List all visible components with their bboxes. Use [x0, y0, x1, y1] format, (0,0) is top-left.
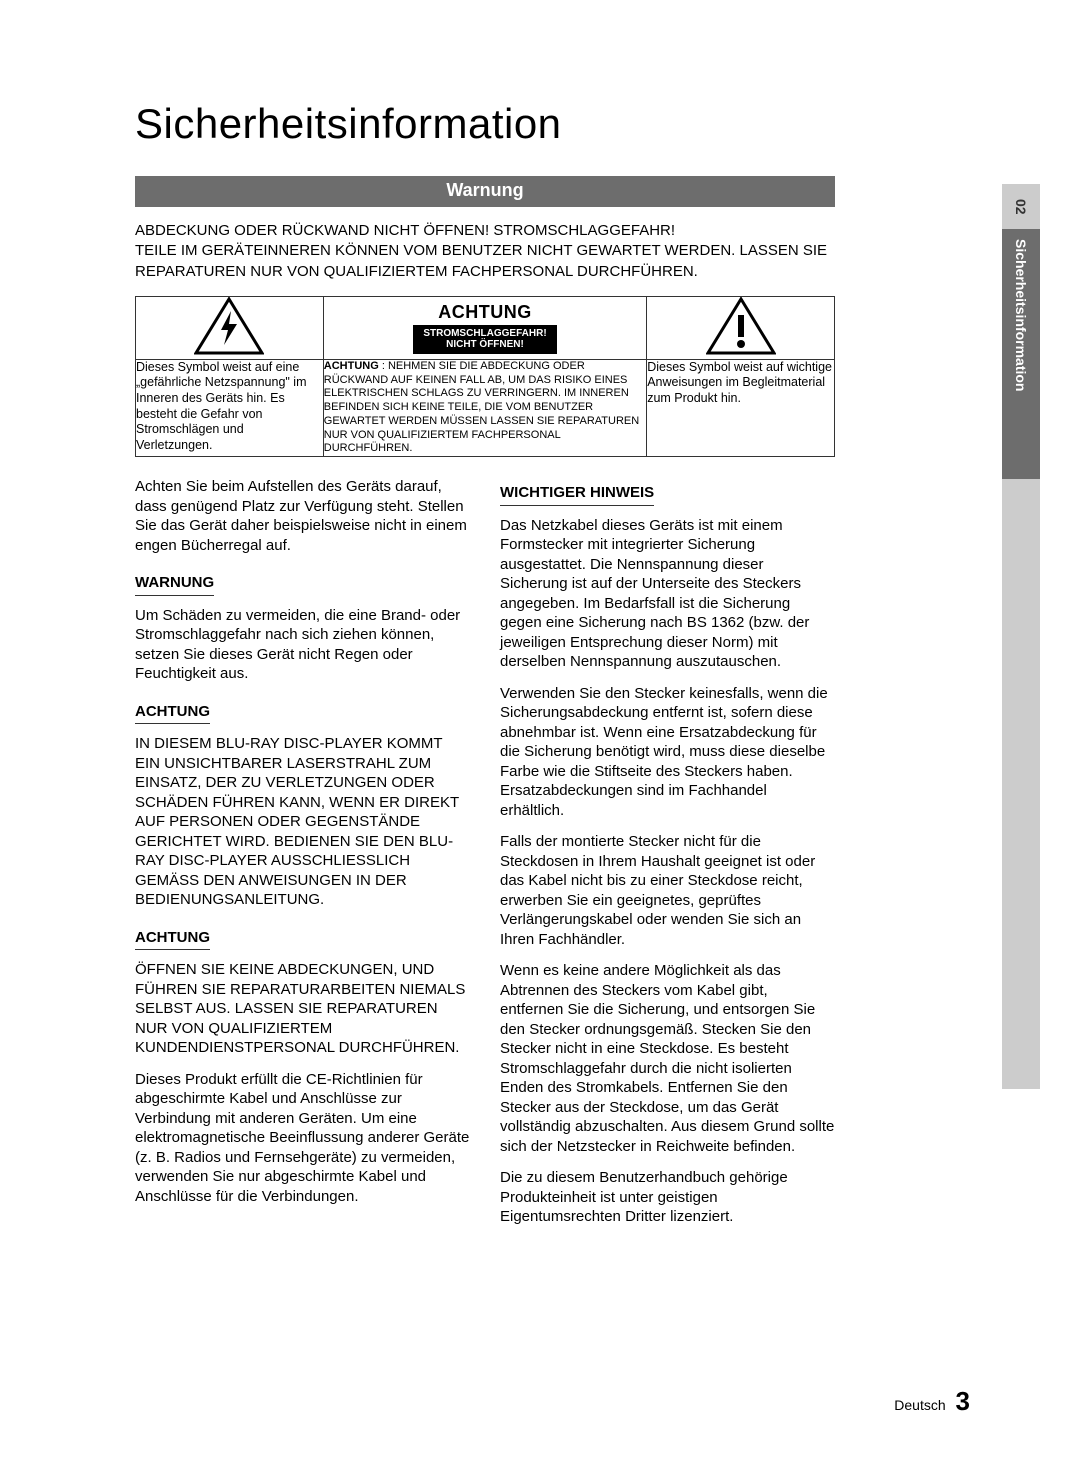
right-column: WICHTIGER HINWEIS Das Netzkabel dieses G…	[500, 477, 835, 1239]
footer-page: 3	[956, 1386, 970, 1416]
l-heading-achtung-2: ACHTUNG	[135, 928, 210, 951]
r-para-5: Die zu diesem Benutzerhandbuch gehörige …	[500, 1168, 835, 1227]
footer-lang: Deutsch	[894, 1397, 945, 1413]
achtung-desc-bold: ACHTUNG	[324, 360, 379, 372]
voltage-triangle-icon	[194, 297, 264, 355]
body-columns: Achten Sie beim Aufstellen des Geräts da…	[135, 477, 835, 1239]
safety-symbol-table: ACHTUNG STROMSCHLAGGEFAHR! NICHT ÖFFNEN!…	[135, 296, 835, 457]
achtung-black-line2: NICHT ÖFFNEN!	[446, 339, 524, 350]
achtung-title: ACHTUNG	[438, 302, 532, 323]
achtung-desc: ACHTUNG : NEHMEN SIE DIE ABDECKUNG ODER …	[323, 359, 646, 456]
intro-text: ABDECKUNG ODER RÜCKWAND NICHT ÖFFNEN! ST…	[135, 221, 835, 282]
l-para-5: Dieses Produkt erfüllt die CE-Richtlinie…	[135, 1070, 470, 1207]
r-heading-hinweis: WICHTIGER HINWEIS	[500, 483, 654, 506]
left-column: Achten Sie beim Aufstellen des Geräts da…	[135, 477, 470, 1239]
achtung-header-cell: ACHTUNG STROMSCHLAGGEFAHR! NICHT ÖFFNEN!	[323, 296, 646, 359]
l-para-1: Achten Sie beim Aufstellen des Geräts da…	[135, 477, 470, 555]
r-para-4: Wenn es keine andere Möglichkeit als das…	[500, 961, 835, 1156]
page-footer: Deutsch 3	[894, 1386, 970, 1417]
l-para-2: Um Schäden zu vermeiden, die eine Brand-…	[135, 606, 470, 684]
exclaim-icon-cell	[647, 296, 835, 359]
r-para-2: Verwenden Sie den Stecker keinesfalls, w…	[500, 684, 835, 821]
achtung-desc-rest: : NEHMEN SIE DIE ABDECKUNG ODER RÜCKWAND…	[324, 360, 639, 455]
l-heading-warnung: WARNUNG	[135, 573, 214, 596]
l-heading-achtung-1: ACHTUNG	[135, 702, 210, 725]
r-para-1: Das Netzkabel dieses Geräts ist mit eine…	[500, 516, 835, 672]
voltage-desc: Dieses Symbol weist auf eine „gefährlich…	[136, 359, 324, 456]
exclaim-triangle-icon	[706, 297, 776, 355]
page-content: Sicherheitsinformation Warnung ABDECKUNG…	[0, 0, 1080, 1299]
r-para-3: Falls der montierte Stecker nicht für di…	[500, 832, 835, 949]
l-para-4: ÖFFNEN SIE KEINE ABDECKUNGEN, UND FÜHREN…	[135, 960, 470, 1058]
warning-banner: Warnung	[135, 176, 835, 207]
achtung-black-box: STROMSCHLAGGEFAHR! NICHT ÖFFNEN!	[413, 325, 556, 354]
l-para-3: IN DIESEM BLU-RAY DISC-PLAYER KOMMT EIN …	[135, 734, 470, 910]
voltage-icon-cell	[136, 296, 324, 359]
exclaim-desc: Dieses Symbol weist auf wichtige Anweisu…	[647, 359, 835, 456]
page-title: Sicherheitsinformation	[135, 100, 990, 148]
achtung-black-line1: STROMSCHLAGGEFAHR!	[423, 328, 546, 339]
